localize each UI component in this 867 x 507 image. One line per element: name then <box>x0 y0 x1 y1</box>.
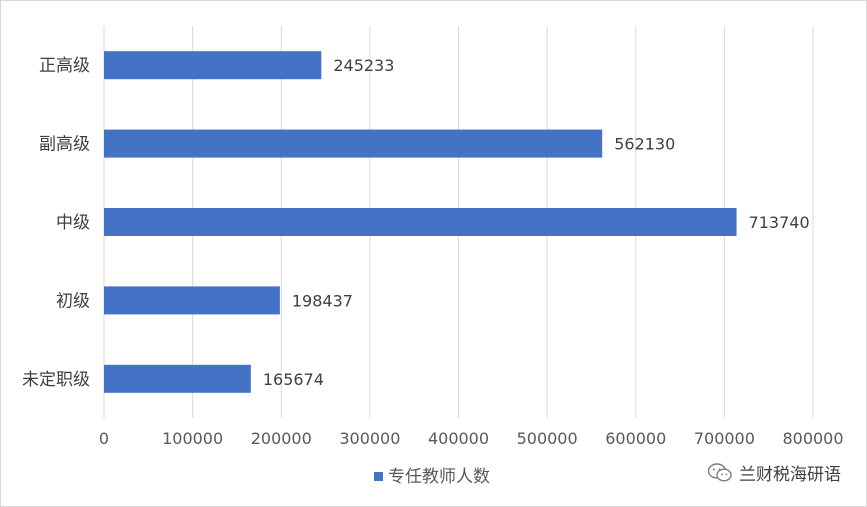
gridlines <box>103 26 814 418</box>
x-tick-label: 400000 <box>428 429 489 448</box>
y-category-label: 副高级 <box>39 135 90 155</box>
x-tick-label: 600000 <box>605 429 666 448</box>
data-labels: 245233 562130 713740 198437 165674 <box>263 56 810 389</box>
legend[interactable]: 专任教师人数 <box>374 467 490 487</box>
data-label: 198437 <box>292 291 353 310</box>
bar[interactable] <box>104 129 603 158</box>
watermark-text: 兰财税海研语 <box>739 465 841 485</box>
legend-label: 专任教师人数 <box>388 467 490 487</box>
data-label: 165674 <box>263 370 324 389</box>
x-tick-label: 500000 <box>517 429 578 448</box>
bar[interactable] <box>104 208 737 236</box>
data-label: 245233 <box>333 56 394 75</box>
bar[interactable] <box>104 286 280 315</box>
data-label: 713740 <box>749 213 810 232</box>
wechat-icon <box>707 462 732 482</box>
x-tick-label: 300000 <box>339 429 400 448</box>
bar-series <box>104 51 737 393</box>
bar[interactable] <box>104 51 322 80</box>
bar[interactable] <box>104 364 251 393</box>
legend-swatch <box>374 472 383 481</box>
x-tick-label: 800000 <box>782 429 843 448</box>
y-category-label: 初级 <box>56 291 90 311</box>
x-tick-label: 100000 <box>162 429 223 448</box>
y-category-label: 中级 <box>56 213 90 233</box>
x-tick-label: 700000 <box>694 429 755 448</box>
y-category-label: 未定职级 <box>22 370 90 390</box>
data-label: 562130 <box>614 135 675 154</box>
x-axis: 0 100000 200000 300000 400000 500000 600000 700… <box>99 429 844 448</box>
watermark: 兰财税海研语 <box>707 460 841 485</box>
x-tick-label: 200000 <box>251 429 312 448</box>
y-category-label: 正高级 <box>39 56 90 76</box>
x-tick-label: 0 <box>99 429 109 448</box>
